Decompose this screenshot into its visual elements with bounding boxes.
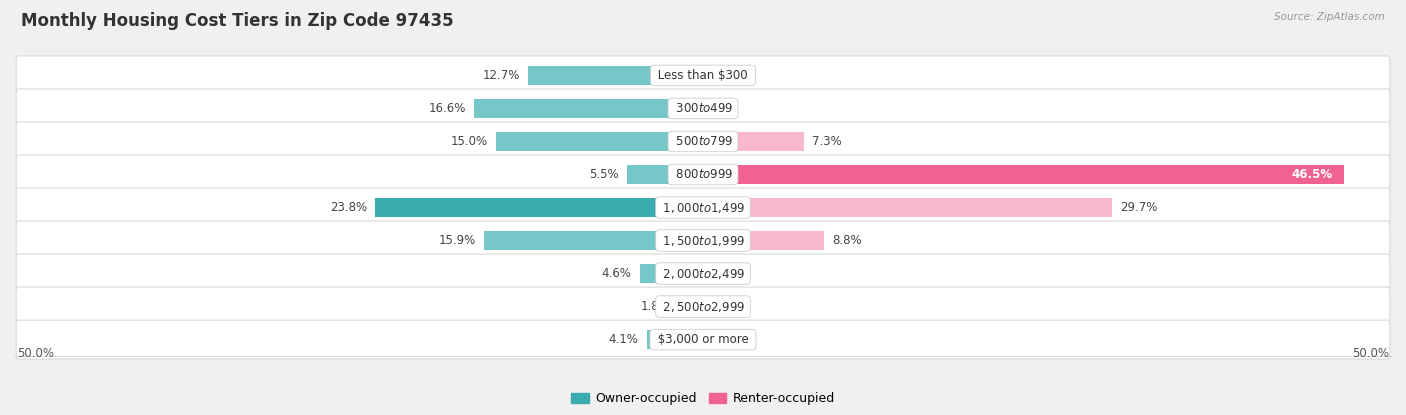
Bar bbox=[627, 165, 703, 184]
Text: $1,500 to $1,999: $1,500 to $1,999 bbox=[659, 234, 747, 247]
Text: $500 to $799: $500 to $799 bbox=[672, 135, 734, 148]
Text: 15.9%: 15.9% bbox=[439, 234, 475, 247]
Text: $800 to $999: $800 to $999 bbox=[672, 168, 734, 181]
Text: $300 to $499: $300 to $499 bbox=[672, 102, 734, 115]
Text: $2,000 to $2,499: $2,000 to $2,499 bbox=[659, 266, 747, 281]
Bar bbox=[529, 66, 703, 85]
FancyBboxPatch shape bbox=[15, 188, 1391, 227]
Text: 1.8%: 1.8% bbox=[640, 300, 669, 313]
Bar bbox=[647, 330, 703, 349]
Bar bbox=[496, 132, 703, 151]
Text: $1,000 to $1,499: $1,000 to $1,499 bbox=[659, 200, 747, 215]
Text: 50.0%: 50.0% bbox=[17, 347, 53, 360]
Text: $2,500 to $2,999: $2,500 to $2,999 bbox=[659, 300, 747, 314]
Text: 46.5%: 46.5% bbox=[1292, 168, 1333, 181]
FancyBboxPatch shape bbox=[15, 122, 1391, 161]
Text: 5.5%: 5.5% bbox=[589, 168, 619, 181]
Text: 4.6%: 4.6% bbox=[602, 267, 631, 280]
Bar bbox=[375, 198, 703, 217]
Text: 23.8%: 23.8% bbox=[329, 201, 367, 214]
FancyBboxPatch shape bbox=[15, 320, 1391, 359]
Text: 7.3%: 7.3% bbox=[811, 135, 842, 148]
Text: Monthly Housing Cost Tiers in Zip Code 97435: Monthly Housing Cost Tiers in Zip Code 9… bbox=[21, 12, 454, 30]
Bar bbox=[640, 264, 703, 283]
Text: Less than $300: Less than $300 bbox=[654, 69, 752, 82]
FancyBboxPatch shape bbox=[15, 221, 1391, 260]
FancyBboxPatch shape bbox=[15, 89, 1391, 128]
Bar bbox=[703, 198, 1112, 217]
Text: 12.7%: 12.7% bbox=[482, 69, 520, 82]
Text: Source: ZipAtlas.com: Source: ZipAtlas.com bbox=[1274, 12, 1385, 22]
Bar bbox=[678, 297, 703, 316]
Text: 50.0%: 50.0% bbox=[1353, 347, 1389, 360]
Bar bbox=[703, 165, 1344, 184]
Bar bbox=[703, 132, 804, 151]
Bar bbox=[484, 231, 703, 250]
Legend: Owner-occupied, Renter-occupied: Owner-occupied, Renter-occupied bbox=[567, 387, 839, 410]
FancyBboxPatch shape bbox=[15, 254, 1391, 293]
Text: $3,000 or more: $3,000 or more bbox=[654, 333, 752, 346]
FancyBboxPatch shape bbox=[15, 155, 1391, 194]
Text: 16.6%: 16.6% bbox=[429, 102, 465, 115]
FancyBboxPatch shape bbox=[15, 287, 1391, 326]
Bar bbox=[474, 99, 703, 118]
Text: 8.8%: 8.8% bbox=[832, 234, 862, 247]
Text: 15.0%: 15.0% bbox=[451, 135, 488, 148]
Text: 4.1%: 4.1% bbox=[609, 333, 638, 346]
Text: 29.7%: 29.7% bbox=[1121, 201, 1159, 214]
FancyBboxPatch shape bbox=[15, 56, 1391, 95]
Bar bbox=[703, 231, 824, 250]
